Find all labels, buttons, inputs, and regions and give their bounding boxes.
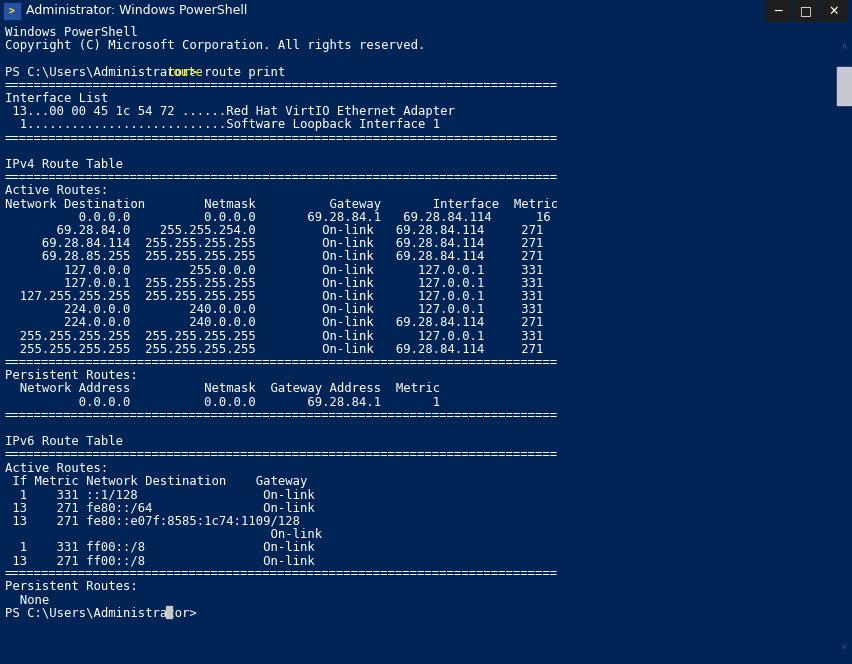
Text: route: route [166, 66, 203, 78]
Text: 255.255.255.255  255.255.255.255         On-link   69.28.84.114     271: 255.255.255.255 255.255.255.255 On-link … [5, 343, 543, 356]
Text: ===========================================================================: ========================================… [5, 356, 557, 369]
Text: ===========================================================================: ========================================… [5, 567, 557, 580]
Text: 127.255.255.255  255.255.255.255         On-link      127.0.0.1     331: 127.255.255.255 255.255.255.255 On-link … [5, 290, 543, 303]
Text: 0.0.0.0          0.0.0.0       69.28.84.1   69.28.84.114      16: 0.0.0.0 0.0.0.0 69.28.84.1 69.28.84.114 … [5, 210, 550, 224]
Text: Network Address          Netmask  Gateway Address  Metric: Network Address Netmask Gateway Address … [5, 382, 440, 395]
Text: Interface List: Interface List [5, 92, 108, 105]
Bar [792, 0, 818, 22]
Text: Active Routes:: Active Routes: [5, 461, 108, 475]
Text: ∨: ∨ [839, 641, 847, 651]
Text: 13    271 fe80::/64               On-link: 13 271 fe80::/64 On-link [5, 501, 314, 514]
Text: 1    331 ::1/128                 On-link: 1 331 ::1/128 On-link [5, 488, 314, 501]
FancyBboxPatch shape [4, 3, 20, 19]
Text: 69.28.85.255  255.255.255.255         On-link   69.28.84.114     271: 69.28.85.255 255.255.255.255 On-link 69.… [5, 250, 543, 264]
Text: 13...00 00 45 1c 54 72 ......Red Hat VirtIO Ethernet Adapter: 13...00 00 45 1c 54 72 ......Red Hat Vir… [5, 105, 454, 118]
Text: ===========================================================================: ========================================… [5, 79, 557, 92]
Text: 127.0.0.0        255.0.0.0         On-link      127.0.0.1     331: 127.0.0.0 255.0.0.0 On-link 127.0.0.1 33… [5, 264, 543, 277]
Text: 224.0.0.0        240.0.0.0         On-link      127.0.0.1     331: 224.0.0.0 240.0.0.0 On-link 127.0.0.1 33… [5, 303, 543, 316]
Text: On-link: On-link [5, 528, 322, 540]
Text: >: > [9, 6, 15, 16]
Text: ✕: ✕ [828, 5, 838, 17]
Text: Windows PowerShell: Windows PowerShell [5, 26, 137, 39]
Bar [836, 67, 850, 106]
Text: Persistent Routes:: Persistent Routes: [5, 580, 137, 594]
Text: ─: ─ [774, 5, 780, 17]
Text: PS C:\Users\Administrator>: PS C:\Users\Administrator> [5, 607, 204, 620]
Text: 69.28.84.0    255.255.254.0         On-link   69.28.84.114     271: 69.28.84.0 255.255.254.0 On-link 69.28.8… [5, 224, 543, 237]
Text: 0.0.0.0          0.0.0.0       69.28.84.1       1: 0.0.0.0 0.0.0.0 69.28.84.1 1 [5, 396, 440, 408]
Text: If Metric Network Destination    Gateway: If Metric Network Destination Gateway [5, 475, 307, 488]
Text: IPv4 Route Table: IPv4 Route Table [5, 158, 123, 171]
Text: 127.0.0.1  255.255.255.255         On-link      127.0.0.1     331: 127.0.0.1 255.255.255.255 On-link 127.0.… [5, 277, 543, 290]
Text: 1...........................Software Loopback Interface 1: 1...........................Software Loo… [5, 118, 440, 131]
Text: ===========================================================================: ========================================… [5, 448, 557, 461]
Text: ===========================================================================: ========================================… [5, 131, 557, 145]
Text: ===========================================================================: ========================================… [5, 171, 557, 184]
Text: PS C:\Users\Administrator> route print: PS C:\Users\Administrator> route print [5, 66, 285, 78]
Text: ===========================================================================: ========================================… [5, 409, 557, 422]
Text: 13    271 ff00::/8                On-link: 13 271 ff00::/8 On-link [5, 554, 314, 567]
Text: Persistent Routes:: Persistent Routes: [5, 369, 137, 382]
Text: Network Destination        Netmask          Gateway       Interface  Metric: Network Destination Netmask Gateway Inte… [5, 198, 557, 210]
Text: Active Routes:: Active Routes: [5, 185, 108, 197]
Text: 224.0.0.0        240.0.0.0         On-link   69.28.84.114     271: 224.0.0.0 240.0.0.0 On-link 69.28.84.114… [5, 317, 543, 329]
Bar [764, 0, 790, 22]
Text: 13    271 fe80::e07f:8585:1c74:1109/128: 13 271 fe80::e07f:8585:1c74:1109/128 [5, 515, 300, 527]
Text: Copyright (C) Microsoft Corporation. All rights reserved.: Copyright (C) Microsoft Corporation. All… [5, 39, 425, 52]
Bar [166, 606, 171, 618]
Text: None: None [5, 594, 49, 607]
Text: 1    331 ff00::/8                On-link: 1 331 ff00::/8 On-link [5, 540, 314, 554]
Text: □: □ [799, 5, 811, 17]
Text: 255.255.255.255  255.255.255.255         On-link      127.0.0.1     331: 255.255.255.255 255.255.255.255 On-link … [5, 329, 543, 343]
Bar [820, 0, 846, 22]
Text: Administrator: Windows PowerShell: Administrator: Windows PowerShell [26, 5, 247, 17]
Text: IPv6 Route Table: IPv6 Route Table [5, 435, 123, 448]
Text: ∧: ∧ [839, 41, 847, 51]
Text: 69.28.84.114  255.255.255.255         On-link   69.28.84.114     271: 69.28.84.114 255.255.255.255 On-link 69.… [5, 237, 543, 250]
